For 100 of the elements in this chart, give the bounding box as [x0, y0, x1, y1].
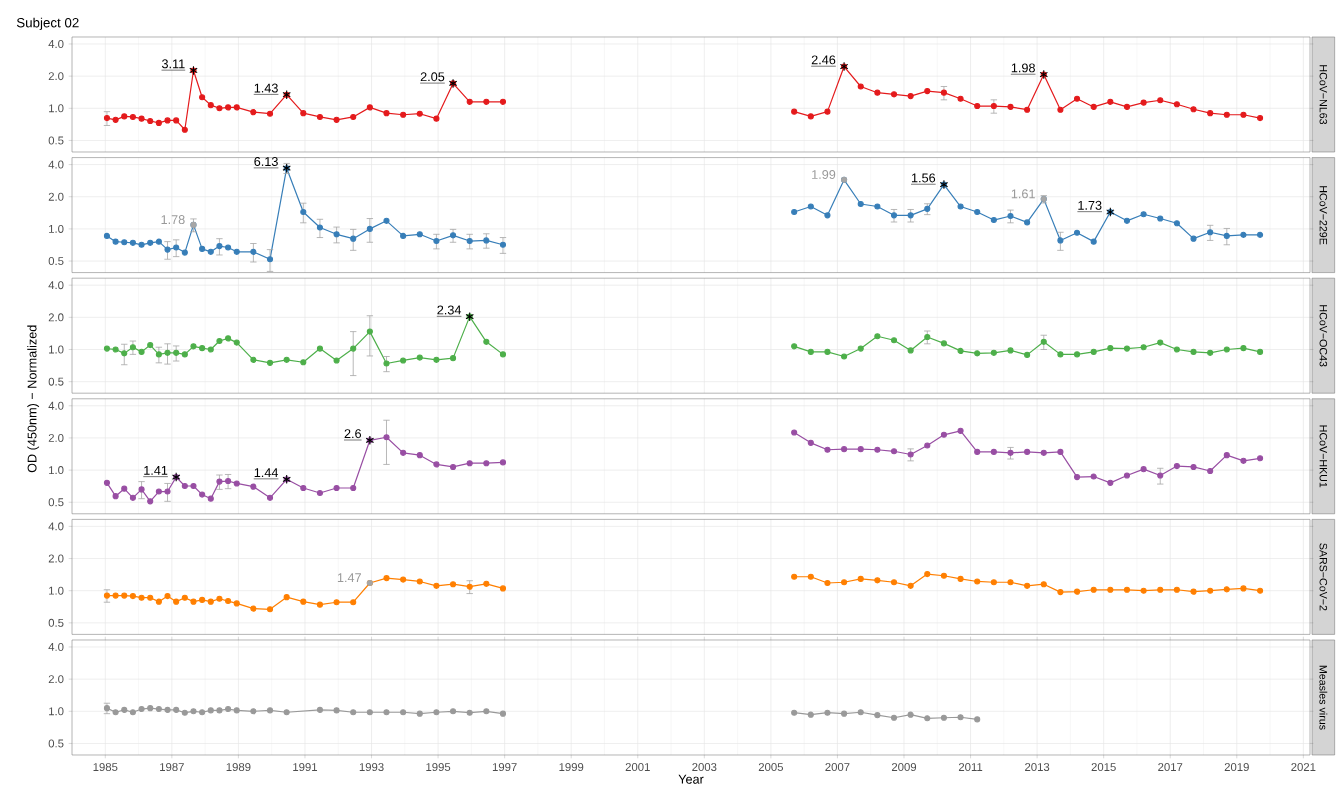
- annotation: 1.44: [254, 468, 279, 477]
- y-tick-label: 4.0: [48, 281, 64, 290]
- annotation: 2.05: [420, 72, 445, 82]
- y-tick-label: 4.0: [48, 39, 64, 48]
- point: [155, 705, 162, 713]
- annotation: 1.78: [161, 215, 185, 225]
- point: [207, 707, 214, 714]
- y-tick-label: 1.0: [49, 586, 64, 595]
- x-tick-label: 2005: [758, 763, 784, 772]
- y-tick-label: 0.5: [48, 498, 64, 507]
- y-tick-label: 2.0: [48, 675, 64, 684]
- annotation: 1.73: [1078, 200, 1102, 210]
- x-tick-label: 2019: [1224, 763, 1249, 772]
- point: [112, 709, 119, 716]
- y2-axis-title: HCoV−NL63: [1319, 65, 1328, 125]
- y-tick-label: 2.0: [48, 554, 64, 563]
- point: [366, 709, 373, 716]
- point: [874, 712, 881, 719]
- point: [957, 714, 964, 721]
- y-axis-title: OD (450nm) − Normalized: [27, 325, 40, 473]
- point: [225, 705, 232, 713]
- point: [483, 708, 490, 715]
- y-tick-label: 4.0: [48, 401, 64, 410]
- point: [216, 707, 223, 714]
- y-tick-label: 4.0: [48, 522, 64, 531]
- x-tick-label: 2021: [1291, 763, 1316, 772]
- annotation: 1.41: [144, 466, 168, 475]
- x-tick-label: 2001: [625, 763, 650, 772]
- y-tick-label: 0.5: [48, 136, 64, 145]
- y-tick-label: 4.0: [48, 642, 64, 651]
- x-axis-title: Year: [678, 774, 704, 784]
- point: [890, 714, 898, 721]
- point: [857, 709, 864, 716]
- y2-axis-title: Measles virus: [1319, 665, 1328, 730]
- point: [974, 716, 981, 723]
- y-tick-label: 0.5: [48, 257, 64, 266]
- y-tick-label: 0.5: [48, 739, 64, 748]
- point: [807, 711, 814, 718]
- point: [350, 709, 357, 716]
- point: [449, 708, 457, 715]
- x-tick-label: 2015: [1091, 763, 1116, 772]
- x-tick-label: 1989: [226, 763, 251, 772]
- point: [233, 707, 240, 714]
- annotation: 1.99: [812, 170, 836, 179]
- annotation: 6.13: [254, 157, 278, 167]
- annotation: 1.47: [337, 573, 361, 583]
- y-tick-label: 2.0: [48, 313, 64, 322]
- y-tick-label: 2.0: [48, 433, 64, 442]
- y-tick-label: 0.5: [48, 377, 64, 386]
- point: [499, 710, 507, 717]
- y-tick-label: 2.0: [48, 72, 64, 81]
- point: [400, 709, 407, 716]
- y-tick-label: 1.0: [49, 707, 64, 716]
- annotation: 1.56: [911, 173, 936, 183]
- y-tick-label: 1.0: [49, 345, 64, 354]
- point: [466, 709, 473, 716]
- annotation: 1.98: [1011, 63, 1035, 73]
- point: [940, 714, 947, 721]
- point: [383, 709, 390, 716]
- x-tick-label: 1987: [160, 763, 184, 772]
- x-tick-label: 2013: [1025, 763, 1050, 772]
- x-tick-label: 2011: [958, 763, 983, 772]
- point: [316, 706, 324, 713]
- y2-axis-title: SARS−CoV−2: [1319, 543, 1328, 611]
- annotation: 1.61: [1011, 189, 1035, 199]
- point: [333, 707, 340, 714]
- point: [791, 709, 798, 716]
- x-tick-label: 1991: [293, 763, 318, 772]
- point: [138, 705, 145, 713]
- y-tick-label: 0.5: [48, 618, 64, 627]
- point: [121, 706, 128, 713]
- annotation: 2.6: [344, 429, 362, 439]
- y2-axis-title: HCoV−HKU1: [1319, 425, 1328, 488]
- point: [164, 706, 171, 713]
- x-tick-label: 2017: [1158, 763, 1183, 772]
- point: [147, 705, 154, 712]
- text: Subject 02: [16, 17, 79, 31]
- y2-axis-title: HCoV−229E: [1319, 186, 1328, 245]
- point: [173, 706, 180, 713]
- point: [824, 709, 831, 716]
- point: [841, 710, 848, 717]
- point: [199, 709, 206, 716]
- y-tick-label: 4.0: [48, 160, 64, 169]
- y-tick-label: 2.0: [48, 192, 64, 201]
- x-tick-label: 2009: [891, 763, 917, 772]
- x-tick-label: 1997: [492, 763, 517, 772]
- x-tick-label: 1993: [359, 763, 384, 772]
- x-tick-label: 2003: [692, 763, 717, 772]
- x-tick-label: 1999: [559, 763, 584, 772]
- x-tick-label: 2007: [825, 763, 850, 772]
- point: [266, 707, 274, 714]
- annotation: 2.46: [811, 55, 836, 65]
- point: [907, 711, 914, 718]
- x-tick-label: 1995: [426, 763, 451, 772]
- annotation: 1.43: [254, 83, 278, 93]
- y2-axis-title: HCoV−OC43: [1319, 305, 1328, 367]
- point: [283, 709, 290, 716]
- y-tick-label: 1.0: [49, 104, 64, 113]
- annotation: 2.34: [437, 305, 462, 315]
- point: [129, 709, 136, 716]
